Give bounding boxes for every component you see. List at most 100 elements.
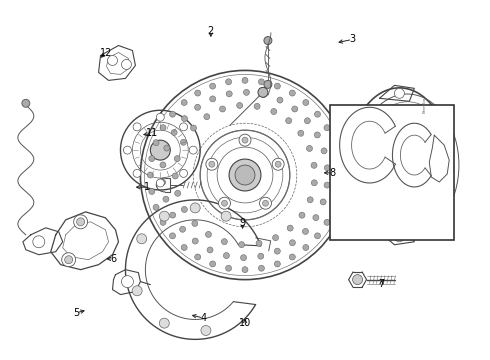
Circle shape <box>229 159 261 191</box>
Circle shape <box>174 156 180 162</box>
Circle shape <box>394 88 404 98</box>
Circle shape <box>192 238 198 244</box>
Circle shape <box>225 79 232 85</box>
Circle shape <box>164 145 170 151</box>
Circle shape <box>239 134 251 146</box>
Circle shape <box>221 211 231 221</box>
Circle shape <box>287 225 293 231</box>
Circle shape <box>256 240 262 246</box>
Circle shape <box>275 161 281 167</box>
Circle shape <box>239 242 245 248</box>
Circle shape <box>313 215 319 221</box>
Circle shape <box>306 145 313 152</box>
Circle shape <box>237 103 243 108</box>
Circle shape <box>122 276 133 288</box>
Circle shape <box>181 116 188 122</box>
Circle shape <box>123 146 131 154</box>
Circle shape <box>303 99 309 105</box>
Circle shape <box>292 106 298 112</box>
Circle shape <box>244 89 249 95</box>
Circle shape <box>258 79 265 85</box>
Circle shape <box>378 152 404 178</box>
Circle shape <box>337 172 343 178</box>
Circle shape <box>242 267 248 273</box>
Circle shape <box>258 87 268 97</box>
Circle shape <box>175 190 181 196</box>
Circle shape <box>378 110 404 136</box>
Text: 6: 6 <box>110 254 116 264</box>
Circle shape <box>302 228 309 234</box>
Circle shape <box>160 125 166 131</box>
Circle shape <box>289 90 295 96</box>
Circle shape <box>331 204 337 210</box>
Circle shape <box>331 140 337 146</box>
Circle shape <box>353 275 363 285</box>
Text: 2: 2 <box>208 26 214 36</box>
Circle shape <box>335 156 341 162</box>
Circle shape <box>324 165 330 171</box>
Circle shape <box>206 158 218 170</box>
Circle shape <box>335 189 341 194</box>
Circle shape <box>172 173 178 179</box>
Circle shape <box>181 244 187 251</box>
Circle shape <box>180 139 186 145</box>
Circle shape <box>264 37 272 45</box>
Circle shape <box>304 118 310 124</box>
Circle shape <box>260 197 271 209</box>
Circle shape <box>180 123 188 131</box>
Circle shape <box>264 80 272 88</box>
Circle shape <box>373 105 409 141</box>
Circle shape <box>263 200 269 206</box>
Circle shape <box>195 254 201 260</box>
Circle shape <box>272 158 284 170</box>
Circle shape <box>324 125 330 131</box>
Circle shape <box>311 180 318 186</box>
Circle shape <box>286 118 292 124</box>
Circle shape <box>205 231 212 237</box>
Text: 1: 1 <box>145 182 150 192</box>
Circle shape <box>170 212 176 218</box>
Circle shape <box>311 162 317 168</box>
Circle shape <box>303 244 309 251</box>
Circle shape <box>223 253 229 258</box>
Circle shape <box>373 189 409 225</box>
Circle shape <box>181 207 187 212</box>
Circle shape <box>160 219 166 225</box>
Circle shape <box>204 114 210 120</box>
Circle shape <box>22 99 30 107</box>
Circle shape <box>76 218 85 226</box>
Circle shape <box>298 130 304 136</box>
Circle shape <box>189 146 197 154</box>
Circle shape <box>147 172 153 178</box>
Circle shape <box>192 220 198 226</box>
Circle shape <box>219 197 230 209</box>
Circle shape <box>170 111 175 117</box>
Text: 5: 5 <box>74 308 80 318</box>
Circle shape <box>210 83 216 89</box>
Circle shape <box>324 182 330 188</box>
Circle shape <box>315 111 320 117</box>
Circle shape <box>241 255 246 261</box>
Circle shape <box>272 235 278 241</box>
Text: 12: 12 <box>99 48 112 58</box>
Circle shape <box>153 204 159 210</box>
Circle shape <box>242 77 248 84</box>
Circle shape <box>133 169 141 177</box>
Circle shape <box>394 232 404 242</box>
Text: 10: 10 <box>239 319 251 328</box>
Circle shape <box>195 90 201 96</box>
Circle shape <box>156 113 164 121</box>
Text: 4: 4 <box>200 313 207 323</box>
Circle shape <box>180 169 188 177</box>
Bar <box>330 105 454 240</box>
Circle shape <box>274 248 280 254</box>
Circle shape <box>242 137 248 143</box>
Circle shape <box>385 158 398 172</box>
Circle shape <box>149 156 155 162</box>
Circle shape <box>122 59 131 69</box>
Circle shape <box>289 254 295 260</box>
Circle shape <box>258 265 265 271</box>
Circle shape <box>385 200 398 214</box>
Circle shape <box>107 55 118 66</box>
Circle shape <box>221 239 227 244</box>
